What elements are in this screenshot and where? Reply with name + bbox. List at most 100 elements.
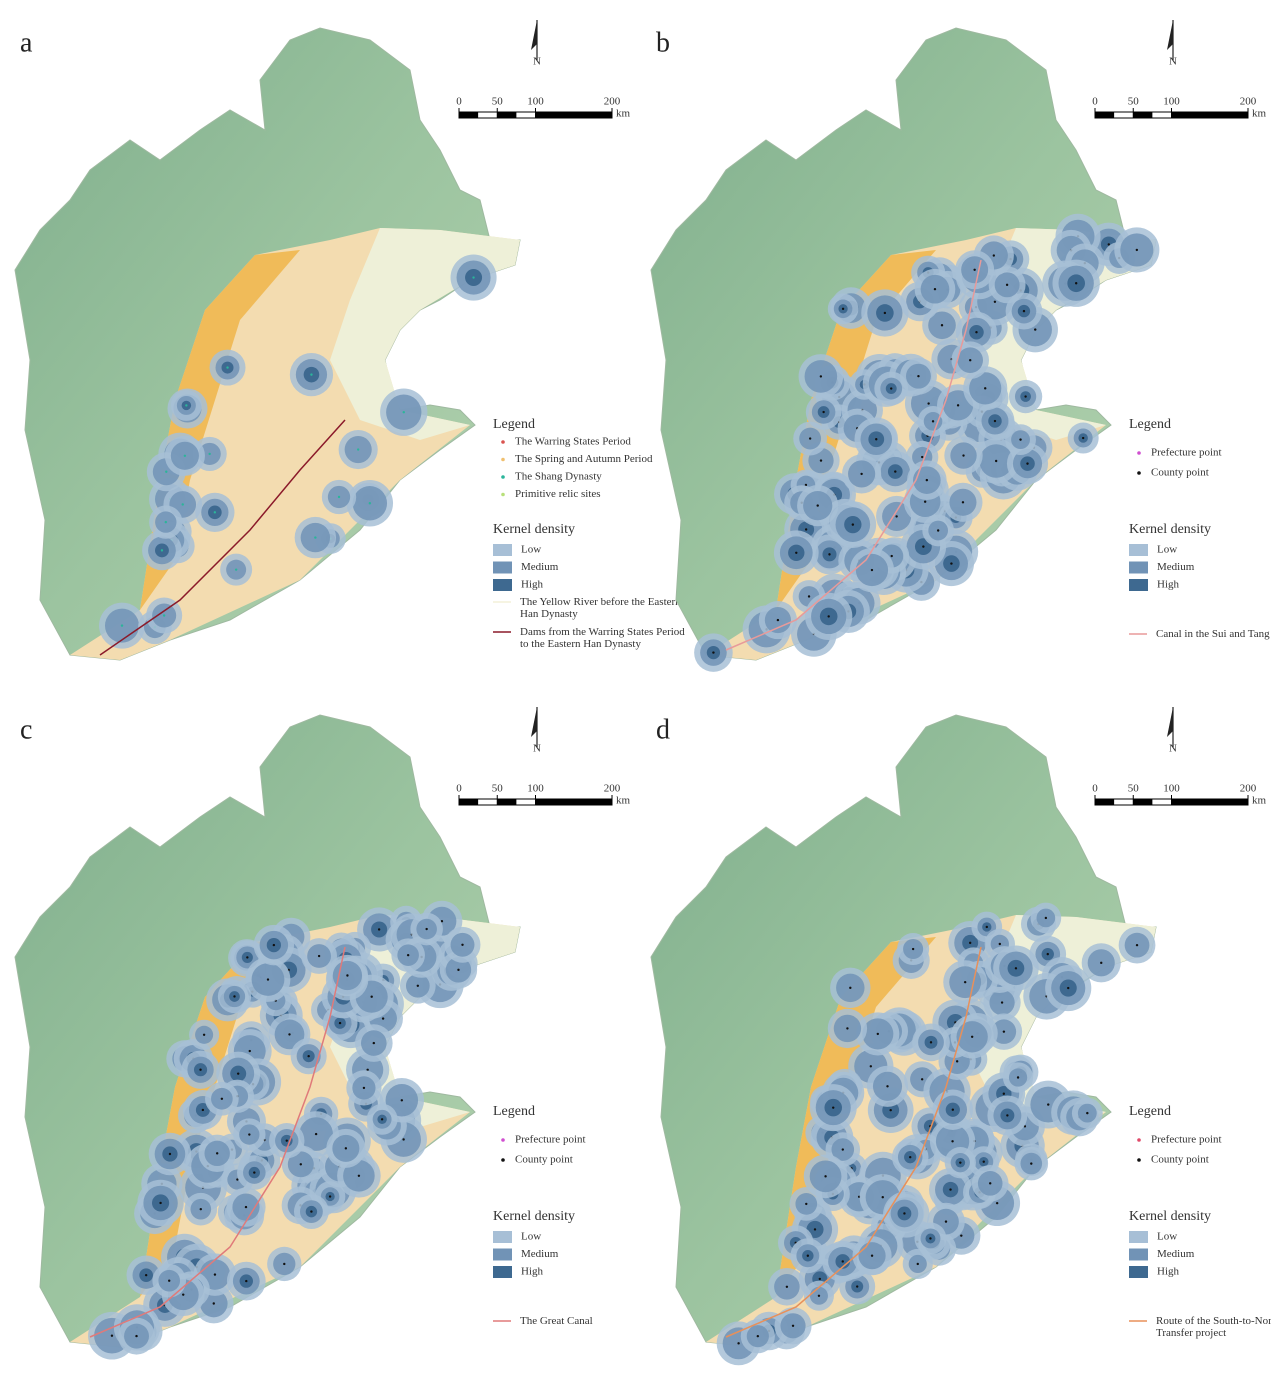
site-point: [266, 978, 270, 981]
legend-label: The Warring States Period: [515, 436, 631, 448]
site-point: [785, 1285, 789, 1288]
site-point: [213, 1273, 217, 1276]
scale-tick-label: 0: [1092, 783, 1098, 795]
site-point: [299, 1163, 302, 1166]
site-point: [998, 942, 1002, 946]
site-point: [819, 375, 823, 378]
site-point: [813, 1228, 817, 1231]
site-point: [1107, 243, 1110, 246]
scale-seg: [535, 799, 612, 805]
site-point: [1030, 1162, 1033, 1165]
site-point: [215, 1152, 219, 1155]
scale-unit: km: [616, 795, 631, 807]
site-point: [1081, 436, 1085, 440]
north-label: N: [533, 743, 541, 755]
legend-swatch: [1129, 544, 1148, 556]
north-arrow: [1167, 707, 1173, 737]
site-point: [956, 404, 960, 407]
scale-tick-label: 200: [1240, 96, 1257, 108]
site-point: [406, 953, 410, 957]
site-point: [756, 1334, 760, 1338]
legend-label: The Spring and Autumn Period: [515, 453, 653, 465]
legend-label: Route of the South-to-North Water Transf…: [1156, 1315, 1271, 1339]
scale-seg: [497, 112, 517, 118]
site-point: [288, 1033, 291, 1036]
site-point: [307, 1054, 310, 1058]
site-point: [923, 500, 927, 503]
legend-title: Legend: [1129, 417, 1171, 432]
site-point: [968, 941, 972, 945]
route: [725, 259, 982, 651]
site-point: [370, 995, 373, 998]
kernel-title: Kernel density: [1129, 1209, 1211, 1224]
site-point: [816, 504, 819, 507]
site-point: [951, 1108, 955, 1111]
legend-swatch: [1129, 1248, 1148, 1261]
site-point: [860, 472, 863, 476]
legend-line-label-box: Canal in the Sui and Tang Dynasty: [1156, 628, 1271, 640]
site-point: [1047, 1103, 1050, 1106]
legend-marker: [501, 492, 505, 497]
site-point: [380, 1118, 384, 1121]
site-point: [911, 947, 915, 951]
site-point: [160, 549, 164, 552]
legend-label: Canal in the Sui and Tang Dynasty: [1156, 628, 1271, 640]
north-label: N: [1169, 743, 1177, 755]
site-point: [245, 1279, 248, 1283]
site-point: [457, 968, 460, 972]
site-point: [328, 1195, 332, 1198]
site-point: [366, 1068, 369, 1072]
site-point: [920, 1078, 924, 1081]
site-point: [402, 1138, 405, 1141]
site-point: [236, 1178, 239, 1181]
legend-marker: [1137, 471, 1141, 475]
scale-tick-label: 0: [456, 96, 462, 108]
site-point: [951, 1140, 954, 1143]
scale-tick-label: 200: [1240, 783, 1257, 795]
site-point: [1005, 283, 1009, 287]
site-point: [135, 1334, 138, 1338]
legend-marker: [501, 440, 505, 444]
site-point: [226, 366, 229, 369]
site-point: [929, 1041, 933, 1044]
legend-label: County point: [1151, 1154, 1209, 1166]
site-point: [817, 1294, 821, 1297]
site-point: [212, 1302, 215, 1305]
site-point: [168, 1279, 171, 1282]
scale-seg: [1171, 112, 1248, 118]
site-point: [846, 1027, 849, 1030]
legend-label: The Shang Dynasty: [515, 471, 602, 483]
site-point: [931, 420, 935, 423]
site-point: [995, 1201, 999, 1205]
scale-unit: km: [616, 108, 631, 120]
site-point: [940, 324, 944, 327]
site-point: [993, 419, 997, 423]
site-point: [381, 1017, 385, 1020]
site-point: [985, 925, 988, 929]
site-point: [1026, 462, 1029, 465]
site-point: [890, 554, 893, 558]
scale-tick-label: 50: [1128, 783, 1140, 795]
scale-tick-label: 50: [1128, 96, 1140, 108]
site-point: [165, 470, 168, 473]
site-point: [236, 1072, 240, 1075]
site-point: [1002, 1030, 1006, 1033]
site-point: [828, 553, 831, 556]
site-point: [876, 1032, 880, 1036]
legend-title: Legend: [1129, 1104, 1171, 1119]
legend-title: Legend: [493, 1104, 535, 1119]
site-point: [975, 331, 978, 334]
legend-label: Prefecture point: [1151, 1134, 1222, 1146]
scale-tick-label: 0: [1092, 96, 1098, 108]
site-point: [993, 300, 997, 304]
scale-tick-label: 50: [492, 783, 504, 795]
site-point: [1014, 967, 1018, 970]
scale-seg: [1095, 112, 1115, 118]
scale-tick-label: 100: [527, 783, 544, 795]
site-point: [199, 1207, 202, 1211]
site-point: [1034, 328, 1037, 331]
legend-label: Low: [521, 544, 541, 556]
